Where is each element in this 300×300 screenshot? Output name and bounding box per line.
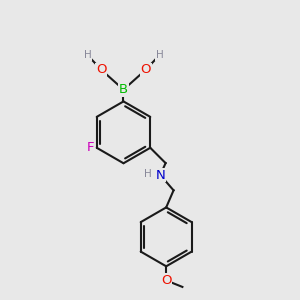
- Text: O: O: [161, 274, 171, 287]
- Text: B: B: [119, 83, 128, 96]
- Text: H: H: [144, 169, 152, 179]
- Text: N: N: [155, 169, 165, 182]
- Text: O: O: [140, 63, 151, 76]
- Text: H: H: [155, 50, 163, 60]
- Text: F: F: [86, 141, 94, 154]
- Text: H: H: [84, 50, 92, 60]
- Text: O: O: [96, 63, 107, 76]
